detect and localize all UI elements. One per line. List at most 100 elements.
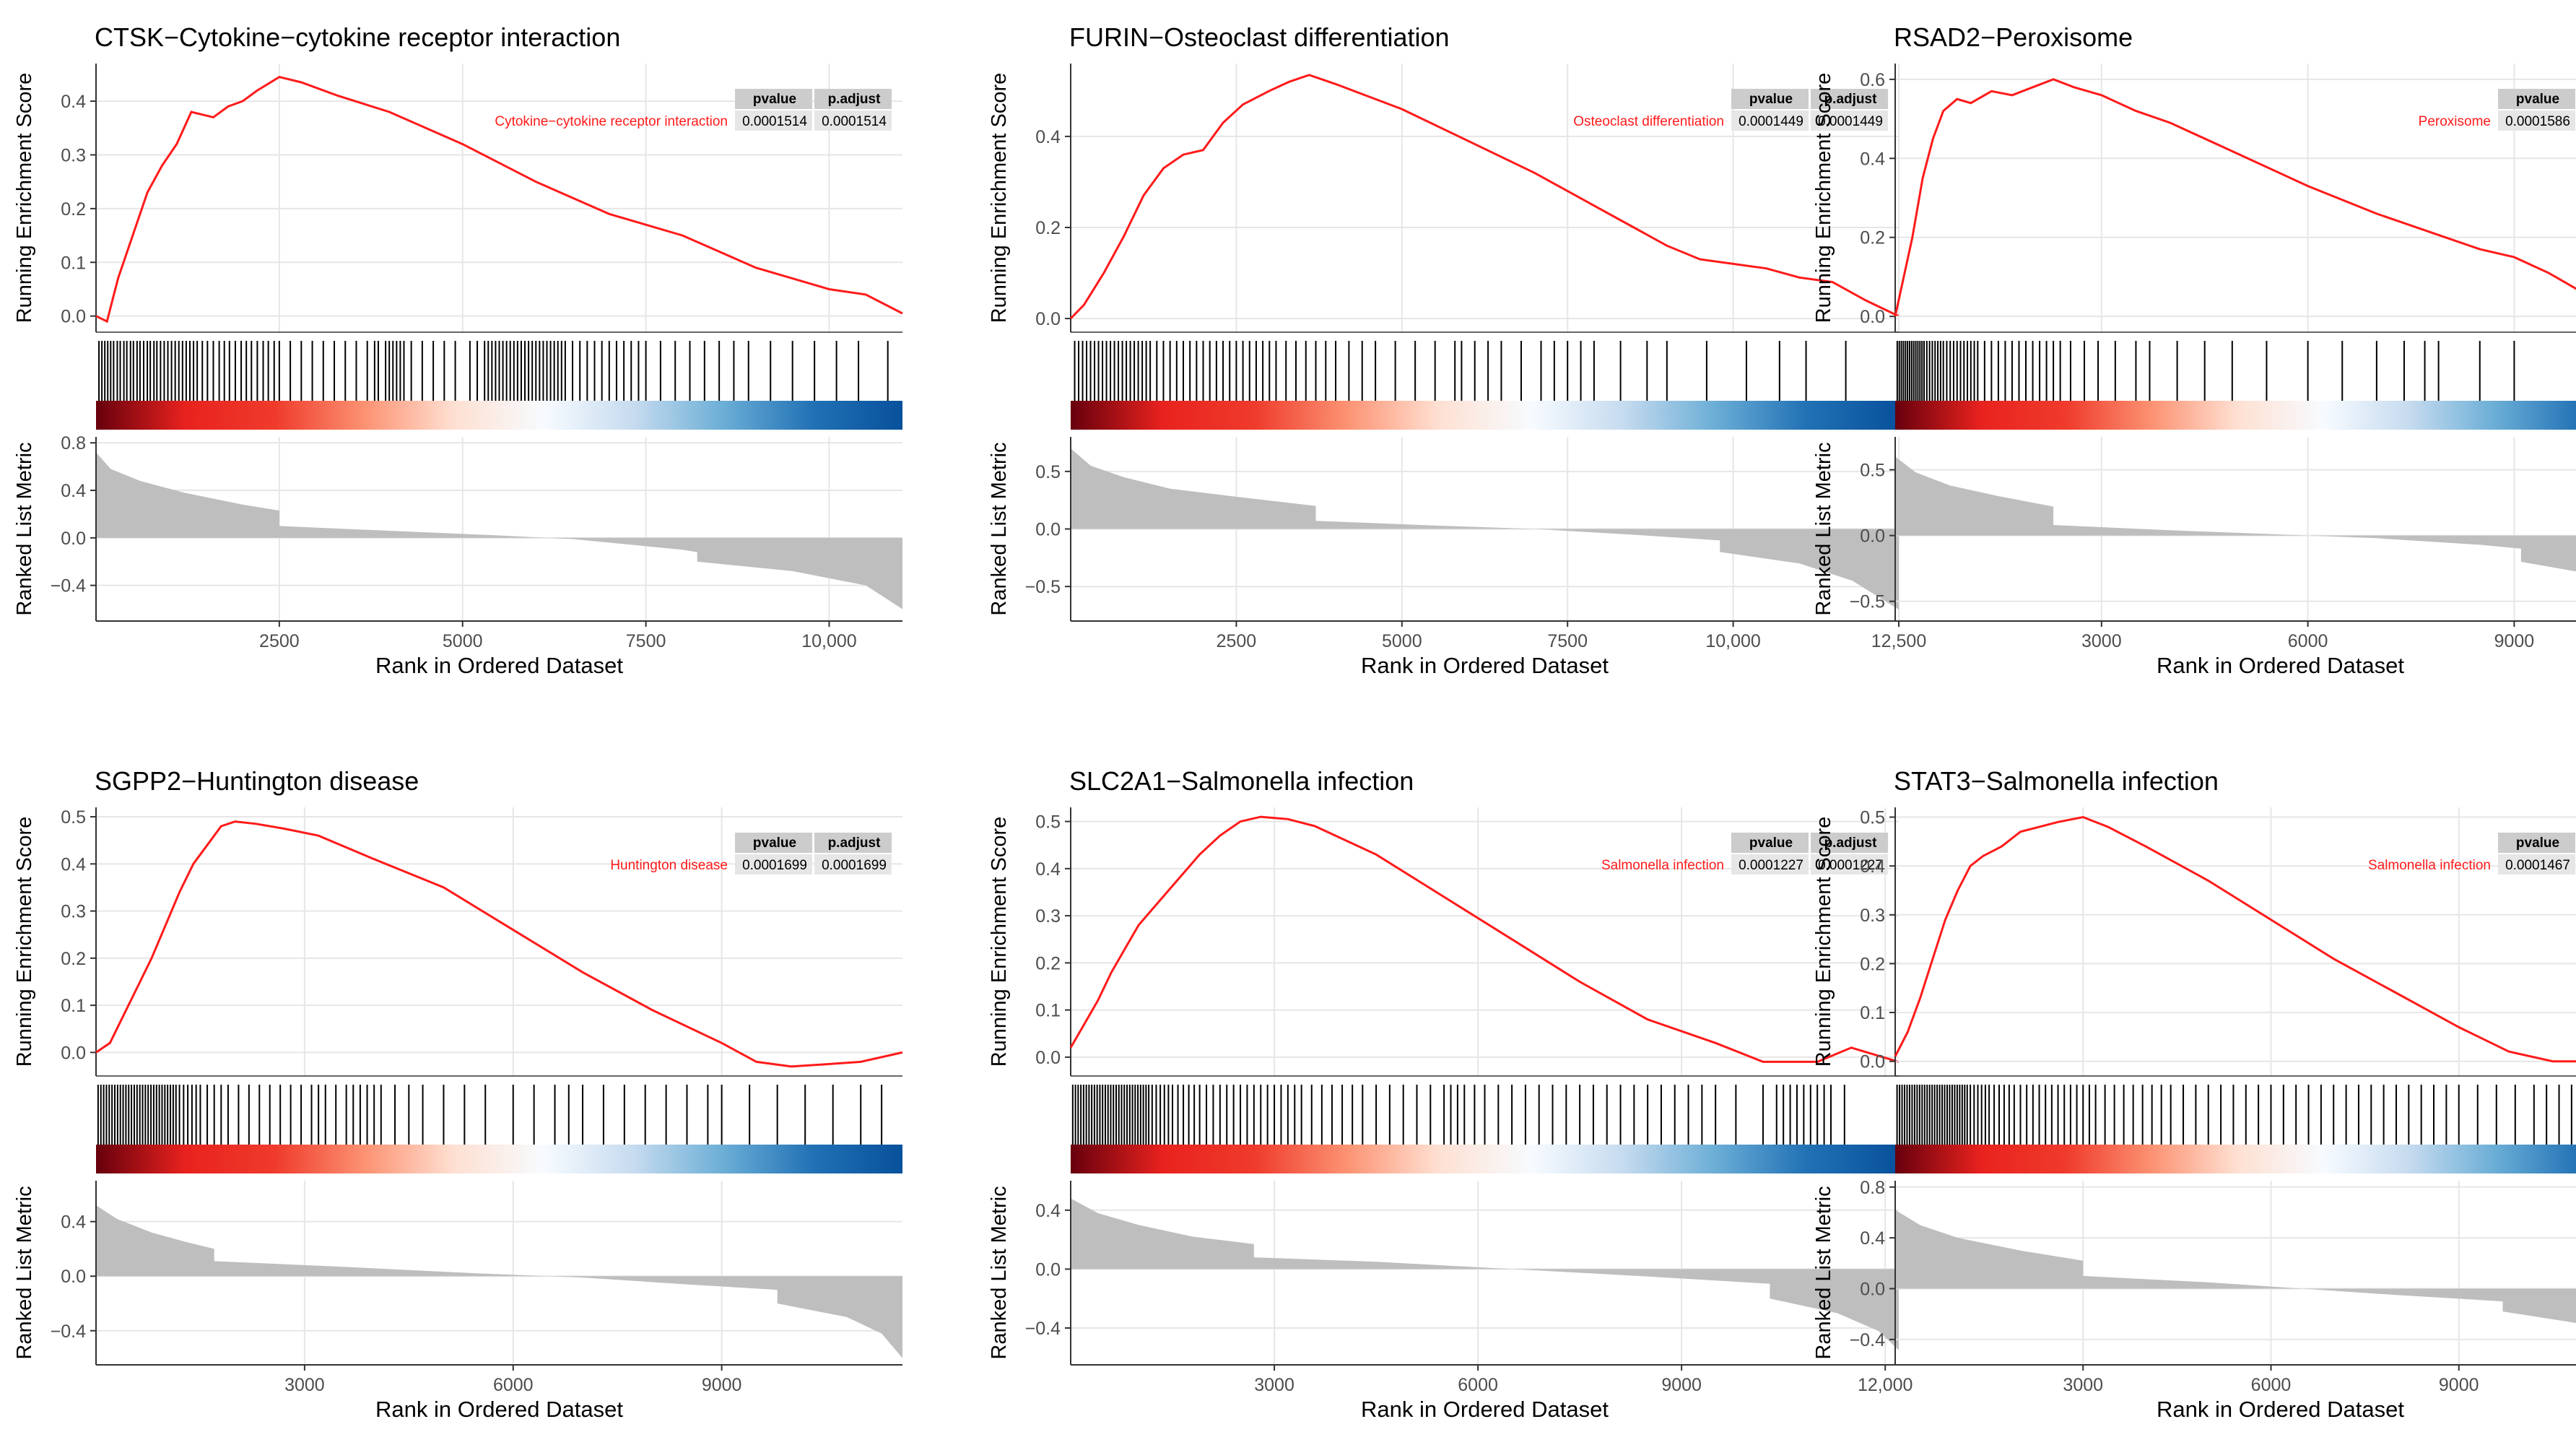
rank-tick-label: 0.0 xyxy=(61,1267,86,1287)
es-tick-label: 0.4 xyxy=(61,854,86,875)
es-tick-label: 0.3 xyxy=(1035,906,1061,927)
x-axis-label: Rank in Ordered Dataset xyxy=(375,1397,623,1422)
panel-title: FURIN−Osteoclast differentiation xyxy=(1069,22,1450,52)
rank-heat-strip xyxy=(1071,1145,1899,1173)
stats-pvalue: 0.0001586 xyxy=(2505,114,2570,129)
stats-pvalue-cell xyxy=(1731,110,1809,131)
rank-tick-label: 0.4 xyxy=(1860,1228,1885,1249)
rank-tick-label: 0.4 xyxy=(1035,1201,1061,1221)
es-tick-label: 0.2 xyxy=(1035,218,1061,238)
es-curve xyxy=(95,75,903,324)
es-grid xyxy=(1895,64,2576,332)
es-grid xyxy=(1071,64,1900,332)
rank-metric-area xyxy=(1895,456,2576,572)
es-tick-label: 0.0 xyxy=(61,1043,86,1063)
gene-hits xyxy=(97,1085,883,1145)
rank-tick-label: 0.0 xyxy=(1860,1279,1885,1299)
rank-y-label: Ranked List Metric xyxy=(13,442,36,615)
es-tick-label: 0.3 xyxy=(61,145,86,165)
es-tick-label: 0.2 xyxy=(1035,953,1061,973)
gsea-panel-6: STAT3−Salmonella infection 0.0 0.1 0.2 0.3 0.… xyxy=(1812,766,2576,1422)
es-tick-label: 0.0 xyxy=(1860,307,1885,327)
es-tick-label: 0.0 xyxy=(61,307,86,327)
stats-header-padjust: p.adjust xyxy=(1824,836,1878,851)
stats-header-padjust-cell xyxy=(1811,833,1888,853)
es-tick-label: 0.2 xyxy=(1860,954,1885,974)
rank-tick-label: 0.0 xyxy=(1860,526,1885,547)
stats-table: pvalue p.adjust 0.0001227 0.0001227 Salmonel… xyxy=(1601,833,1888,875)
rank-y-label: Ranked List Metric xyxy=(988,442,1011,615)
rank-grid xyxy=(96,1181,902,1365)
x-tick-label: 9000 xyxy=(2494,631,2535,651)
es-curve xyxy=(1069,815,1900,1063)
stats-pvalue: 0.0001227 xyxy=(1739,858,1803,873)
es-y-label: Running Enrichment Score xyxy=(1812,817,1835,1067)
stats-header-pvalue: pvalue xyxy=(1749,836,1793,851)
es-tick-label: 0.0 xyxy=(1035,1048,1061,1068)
es-tick-label: 0.4 xyxy=(1860,149,1885,169)
rank-tick-label: 0.5 xyxy=(1035,462,1061,482)
es-tick-label: 0.6 xyxy=(1860,70,1885,90)
panel-title: SGPP2−Huntington disease xyxy=(95,766,419,796)
x-axis-label: Rank in Ordered Dataset xyxy=(1361,1397,1609,1422)
rank-tick-label: 0.0 xyxy=(1035,1259,1061,1280)
stats-header-padjust: p.adjust xyxy=(1824,92,1878,107)
x-axis-label: Rank in Ordered Dataset xyxy=(2157,1397,2404,1422)
stats-header-pvalue-cell xyxy=(735,833,812,853)
gsea-panel-4: SGPP2−Huntington disease 0.0 0.1 0.2 0.3 0.4 0… xyxy=(13,766,903,1422)
stats-padjust: 0.0001514 xyxy=(822,114,887,129)
rank-metric-area xyxy=(96,452,902,609)
rank-tick-label: 0.8 xyxy=(1860,1178,1885,1198)
stats-header-padjust: p.adjust xyxy=(828,836,882,851)
stats-table: pvalue p.adjust 0.0001449 0.0001449 Osteocla… xyxy=(1573,89,1888,131)
es-curve xyxy=(1894,78,2576,317)
panel-title: CTSK−Cytokine−cytokine receptor interact… xyxy=(95,22,620,52)
x-tick-label: 3000 xyxy=(2063,1375,2103,1395)
es-y-label: Running Enrichment Score xyxy=(988,817,1011,1067)
x-tick-label: 3000 xyxy=(2081,631,2122,651)
stats-padjust: 0.0001449 xyxy=(1818,114,1883,129)
es-y-label: Running Enrichment Score xyxy=(13,817,36,1067)
x-axis-label: Rank in Ordered Dataset xyxy=(2157,653,2404,678)
x-tick-label: 9000 xyxy=(702,1375,742,1395)
es-y-label: Running Enrichment Score xyxy=(13,73,36,324)
rank-tick-label: −0.5 xyxy=(1025,577,1061,597)
es-tick-label: 0.4 xyxy=(1860,856,1885,877)
gene-hits xyxy=(98,341,889,401)
gene-hits xyxy=(1896,341,2515,401)
es-curve xyxy=(1894,815,2576,1063)
stats-padjust-cell xyxy=(814,110,892,131)
stats-header-pvalue-cell xyxy=(735,89,812,109)
rank-tick-label: 0.0 xyxy=(1035,520,1061,540)
es-curve xyxy=(95,820,903,1068)
stats-header-pvalue: pvalue xyxy=(2516,836,2559,851)
stats-table: pvalue p.adjust 0.0001514 0.0001514 Cytokine… xyxy=(495,89,892,131)
stats-pvalue-cell xyxy=(735,854,812,875)
rank-heat-strip xyxy=(96,1145,902,1173)
gsea-panel-5: SLC2A1−Salmonella infection 0.0 0.1 0.2 0.3 0… xyxy=(988,766,1913,1422)
stats-header-pvalue: pvalue xyxy=(1749,92,1793,107)
es-tick-label: 0.1 xyxy=(61,996,86,1016)
x-tick-label: 7500 xyxy=(626,631,666,651)
stats-pvalue: 0.0001449 xyxy=(1739,114,1803,129)
stats-padjust: 0.0001227 xyxy=(1818,858,1883,873)
panel-title: RSAD2−Peroxisome xyxy=(1894,22,2133,52)
rank-tick-label: −0.4 xyxy=(51,1322,86,1342)
rank-tick-label: 0.0 xyxy=(61,529,86,549)
rank-y-label: Ranked List Metric xyxy=(1812,1186,1835,1359)
x-tick-label: 6000 xyxy=(1458,1375,1498,1395)
stats-pvalue-cell xyxy=(735,110,812,131)
stats-term: Cytokine−cytokine receptor interaction xyxy=(495,114,728,129)
es-tick-label: 0.3 xyxy=(1860,906,1885,926)
rank-tick-label: −0.4 xyxy=(1850,1330,1885,1350)
stats-pvalue-cell xyxy=(2498,854,2575,875)
stats-header-pvalue: pvalue xyxy=(753,92,796,107)
rank-metric-area xyxy=(1071,448,1899,610)
stats-header-pvalue: pvalue xyxy=(753,836,796,851)
stats-term: Salmonella infection xyxy=(2368,858,2491,873)
panel-title: STAT3−Salmonella infection xyxy=(1894,766,2219,796)
stats-term: Peroxisome xyxy=(2419,114,2491,129)
es-tick-label: 0.0 xyxy=(1035,309,1061,329)
rank-grid xyxy=(96,437,902,621)
